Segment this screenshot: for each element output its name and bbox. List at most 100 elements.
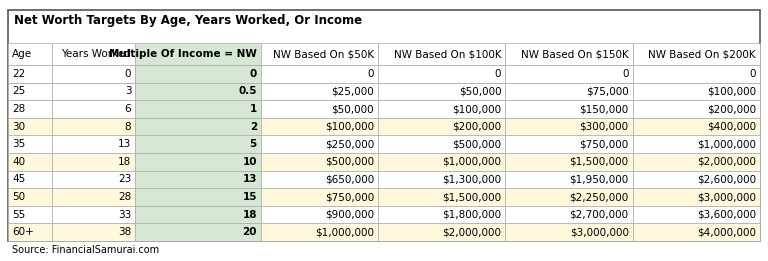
Bar [261, 171, 378, 188]
Text: 20: 20 [243, 227, 257, 237]
Bar [633, 135, 760, 153]
Bar [135, 223, 261, 241]
Text: $1,950,000: $1,950,000 [569, 174, 629, 185]
Bar [135, 100, 261, 118]
Bar [378, 82, 505, 100]
Text: $200,000: $200,000 [452, 122, 502, 132]
Bar [135, 206, 261, 223]
Bar [261, 100, 378, 118]
Bar [633, 43, 760, 65]
Text: $1,000,000: $1,000,000 [697, 139, 756, 149]
Bar [633, 171, 760, 188]
Bar [505, 188, 633, 206]
Bar [378, 65, 505, 82]
Bar [633, 100, 760, 118]
Text: 50: 50 [12, 192, 25, 202]
Bar [378, 100, 505, 118]
Bar [633, 223, 760, 241]
Text: 55: 55 [12, 210, 25, 220]
Bar [135, 153, 261, 171]
Bar [505, 43, 633, 65]
Bar [378, 135, 505, 153]
Text: 13: 13 [118, 139, 131, 149]
Bar [505, 153, 633, 171]
Text: $650,000: $650,000 [325, 174, 374, 185]
Text: 1: 1 [250, 104, 257, 114]
Bar [378, 171, 505, 188]
Bar [505, 82, 633, 100]
Text: Multiple Of Income = NW: Multiple Of Income = NW [109, 49, 257, 59]
Bar [8, 82, 52, 100]
Text: Source: FinancialSamurai.com: Source: FinancialSamurai.com [12, 245, 159, 255]
Text: $1,300,000: $1,300,000 [442, 174, 502, 185]
Bar [261, 43, 378, 65]
Bar [633, 65, 760, 82]
Bar [505, 223, 633, 241]
Bar [8, 65, 52, 82]
Text: 33: 33 [118, 210, 131, 220]
Text: 15: 15 [243, 192, 257, 202]
Text: 38: 38 [118, 227, 131, 237]
Bar [8, 10, 760, 241]
Text: 10: 10 [243, 157, 257, 167]
Text: NW Based On $200K: NW Based On $200K [648, 49, 756, 59]
Text: 6: 6 [124, 104, 131, 114]
Bar [378, 153, 505, 171]
Bar [52, 100, 135, 118]
Text: $75,000: $75,000 [586, 86, 629, 96]
Text: $1,000,000: $1,000,000 [442, 157, 502, 167]
Text: $100,000: $100,000 [452, 104, 502, 114]
Bar [261, 206, 378, 223]
Text: $3,000,000: $3,000,000 [570, 227, 629, 237]
Bar [261, 118, 378, 135]
Text: 5: 5 [250, 139, 257, 149]
Text: $25,000: $25,000 [331, 86, 374, 96]
Text: $50,000: $50,000 [332, 104, 374, 114]
Text: $2,250,000: $2,250,000 [569, 192, 629, 202]
Bar [8, 206, 52, 223]
Text: 0: 0 [125, 69, 131, 79]
Bar [52, 135, 135, 153]
Text: Age: Age [12, 49, 32, 59]
Text: 23: 23 [118, 174, 131, 185]
Bar [261, 82, 378, 100]
Bar [261, 188, 378, 206]
Bar [378, 188, 505, 206]
Text: $2,700,000: $2,700,000 [570, 210, 629, 220]
Text: 0: 0 [250, 69, 257, 79]
Bar [8, 153, 52, 171]
Bar [261, 135, 378, 153]
Bar [505, 171, 633, 188]
Text: 0: 0 [495, 69, 502, 79]
Text: NW Based On $100K: NW Based On $100K [394, 49, 502, 59]
Bar [52, 65, 135, 82]
Bar [8, 188, 52, 206]
Bar [52, 118, 135, 135]
Bar [8, 43, 52, 65]
Text: $100,000: $100,000 [707, 86, 756, 96]
Text: $2,600,000: $2,600,000 [697, 174, 756, 185]
Bar [135, 43, 261, 65]
Bar [505, 65, 633, 82]
Text: 60+: 60+ [12, 227, 34, 237]
Text: $3,600,000: $3,600,000 [697, 210, 756, 220]
Text: $300,000: $300,000 [580, 122, 629, 132]
Text: $200,000: $200,000 [707, 104, 756, 114]
Text: $1,500,000: $1,500,000 [442, 192, 502, 202]
Text: $150,000: $150,000 [579, 104, 629, 114]
Text: $900,000: $900,000 [325, 210, 374, 220]
Bar [52, 223, 135, 241]
Bar [505, 118, 633, 135]
Bar [633, 82, 760, 100]
Text: $1,800,000: $1,800,000 [442, 210, 502, 220]
Text: $1,000,000: $1,000,000 [315, 227, 374, 237]
Text: 0: 0 [622, 69, 629, 79]
Bar [135, 135, 261, 153]
Text: $3,000,000: $3,000,000 [697, 192, 756, 202]
Bar [633, 118, 760, 135]
Text: Net Worth Targets By Age, Years Worked, Or Income: Net Worth Targets By Age, Years Worked, … [14, 14, 362, 27]
Text: $50,000: $50,000 [458, 86, 502, 96]
Text: $1,500,000: $1,500,000 [570, 157, 629, 167]
Bar [8, 171, 52, 188]
Bar [52, 43, 135, 65]
